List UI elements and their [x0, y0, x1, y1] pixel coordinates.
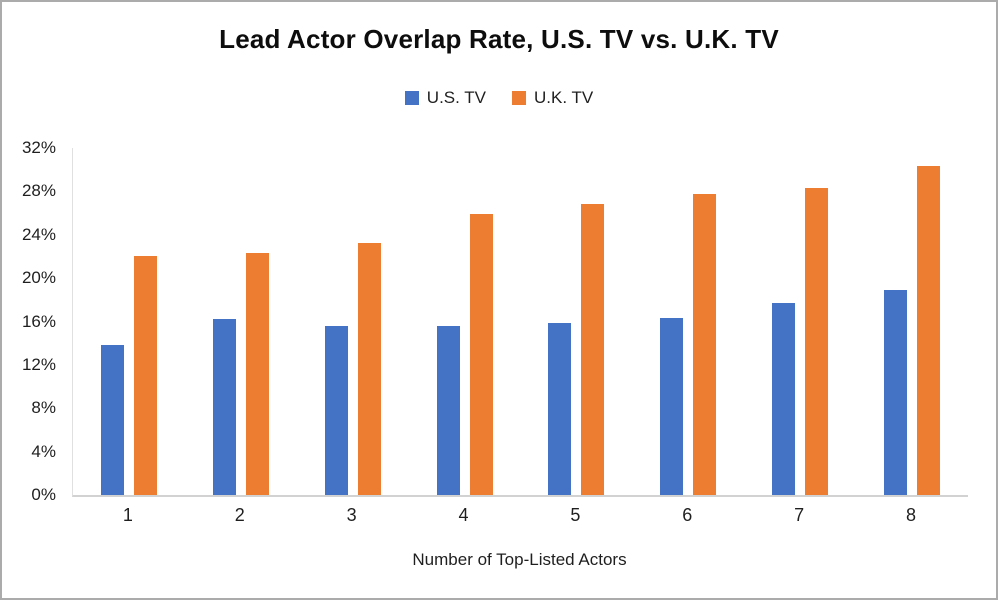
bar-u-s-tv-1 — [100, 345, 124, 495]
bar-u-k-tv-1 — [133, 256, 157, 495]
bar-u-s-tv-2 — [212, 319, 236, 495]
bar-u-k-tv-8 — [917, 166, 941, 495]
x-tick-label-3: 3 — [346, 505, 357, 525]
x-tick-label-1: 1 — [122, 505, 133, 525]
y-tick-label-0pct: 0% — [31, 485, 56, 504]
x-tick-label-4: 4 — [458, 505, 469, 525]
bar-u-s-tv-4 — [436, 325, 460, 495]
bar-u-k-tv-3 — [357, 243, 381, 495]
bar-u-k-tv-7 — [805, 188, 829, 495]
x-axis-title: Number of Top-Listed Actors — [412, 550, 627, 569]
legend-item-us-tv: U.S. TV — [404, 88, 486, 108]
x-tick-label-2: 2 — [234, 505, 245, 525]
bar-group-1 — [73, 148, 185, 495]
x-tick-label-7: 7 — [794, 505, 805, 525]
x-tick-label-5: 5 — [570, 505, 581, 525]
legend: U.S. TV U.K. TV — [2, 88, 996, 108]
legend-label-uk-tv: U.K. TV — [534, 88, 594, 107]
y-tick-label-24pct: 24% — [21, 224, 56, 244]
legend-label-us-tv: U.S. TV — [426, 88, 486, 107]
y-tick-label-4pct: 4% — [31, 441, 56, 461]
plot-area — [72, 148, 968, 497]
bar-group-2 — [185, 148, 297, 495]
bar-u-s-tv-8 — [884, 290, 908, 495]
bar-u-k-tv-6 — [693, 193, 717, 495]
legend-item-uk-tv: U.K. TV — [512, 88, 593, 108]
y-tick-label-32pct: 32% — [21, 138, 56, 157]
bar-group-3 — [297, 148, 409, 495]
bar-group-4 — [409, 148, 521, 495]
bar-u-s-tv-3 — [324, 325, 348, 495]
chart-title: Lead Actor Overlap Rate, U.S. TV vs. U.K… — [219, 24, 779, 54]
bar-group-7 — [744, 148, 856, 495]
y-axis-tick-labels: 0% 4% 8% 12% 16% 20% 24% 28% 32% — [2, 138, 64, 504]
bar-group-5 — [521, 148, 633, 495]
bar-group-8 — [856, 148, 968, 495]
bar-u-k-tv-2 — [245, 253, 269, 495]
bar-u-s-tv-7 — [772, 303, 796, 495]
y-tick-label-20pct: 20% — [21, 268, 56, 288]
y-tick-label-12pct: 12% — [21, 354, 56, 374]
bar-u-k-tv-5 — [581, 204, 605, 495]
y-tick-label-8pct: 8% — [31, 398, 56, 418]
x-tick-label-6: 6 — [682, 505, 693, 525]
bar-group-6 — [632, 148, 744, 495]
y-tick-label-28pct: 28% — [21, 181, 56, 201]
x-axis-tick-labels: 1 2 3 4 5 6 7 8 — [72, 505, 967, 526]
legend-swatch-us-tv — [404, 91, 419, 105]
y-tick-label-16pct: 16% — [21, 311, 56, 331]
bar-u-s-tv-5 — [548, 322, 572, 495]
bar-u-s-tv-6 — [660, 318, 684, 495]
bar-u-k-tv-4 — [469, 214, 493, 495]
x-tick-label-8: 8 — [906, 505, 917, 525]
legend-swatch-uk-tv — [512, 91, 526, 105]
